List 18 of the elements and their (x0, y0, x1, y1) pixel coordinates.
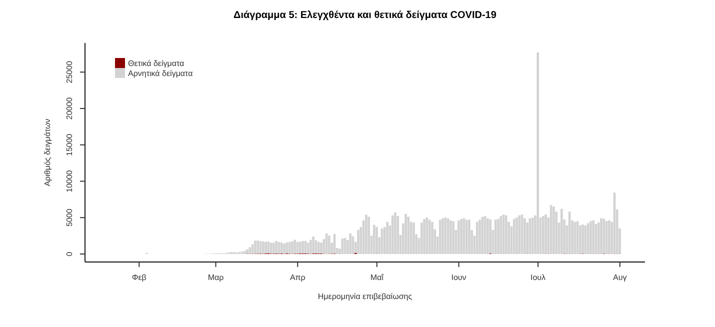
x-tick-label: Απρ (290, 273, 306, 282)
legend-label: Θετικά δείγματα (128, 59, 185, 68)
y-tick-label: 20000 (65, 96, 74, 120)
x-tick-label: Αυγ (613, 273, 627, 282)
y-axis-title: Αριθμός δειγμάτων (43, 118, 52, 186)
x-axis-title: Ημερομηνία επιβεβαίωσης (318, 292, 412, 301)
x-tick-label: Ιουλ (530, 273, 546, 282)
y-tick-label: 5000 (65, 208, 74, 227)
chart-title: Διάγραμμα 5: Ελεγχθέντα και θετικά δείγματα COVID-19 (234, 10, 497, 21)
x-tick-label: Φεβ (132, 273, 147, 282)
x-tick-label: Μαρ (208, 273, 224, 282)
x-tick-label: Ιουν (451, 273, 466, 282)
y-tick-label: 10000 (65, 170, 74, 192)
y-tick-label: 25000 (65, 60, 74, 84)
legend-label: Αρνητικά δείγματα (128, 69, 194, 78)
x-tick-label: Μαΐ (370, 273, 385, 282)
y-tick-label: 0 (65, 251, 74, 256)
y-tick-label: 15000 (65, 133, 74, 156)
